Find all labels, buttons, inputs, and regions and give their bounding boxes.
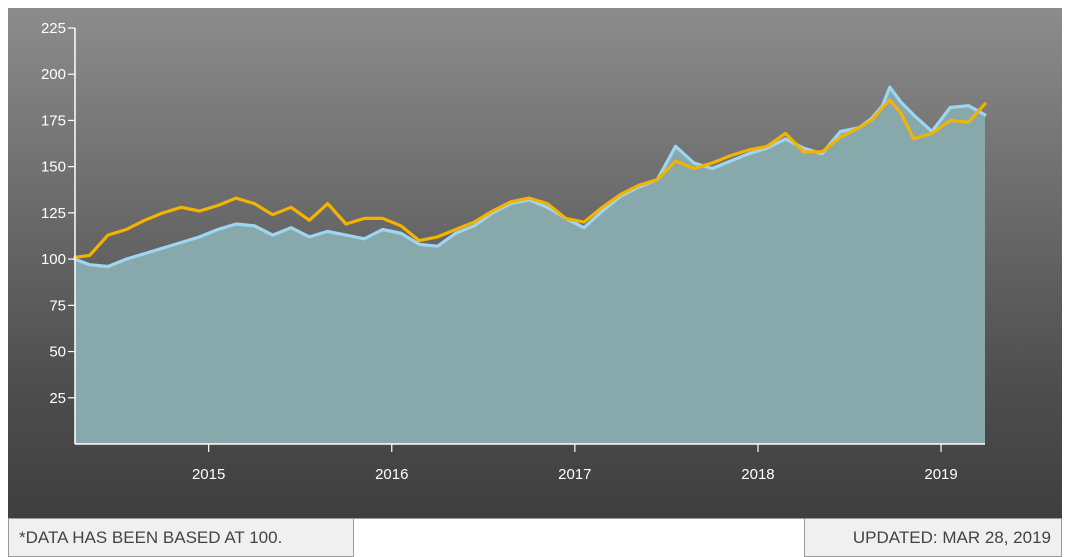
y-tick-label: 25	[49, 390, 66, 407]
y-tick-label: 175	[41, 112, 66, 129]
footer-spacer	[354, 518, 804, 557]
data-base-footnote: *DATA HAS BEEN BASED AT 100.	[8, 518, 354, 557]
y-tick-label: 225	[41, 20, 66, 37]
y-tick-label: 200	[41, 66, 66, 83]
x-tick-label: 2016	[375, 466, 408, 483]
x-tick-label: 2017	[558, 466, 591, 483]
x-tick-label: 2019	[924, 466, 957, 483]
x-tick-label: 2015	[192, 466, 225, 483]
y-tick-label: 150	[41, 159, 66, 176]
y-tick-label: 75	[49, 297, 66, 314]
updated-date: UPDATED: MAR 28, 2019	[804, 518, 1062, 557]
x-tick-label: 2018	[741, 466, 774, 483]
y-tick-label: 125	[41, 205, 66, 222]
series-line-2	[73, 98, 987, 259]
line-chart: 25 50 75 100 125 150 175 200 225 2015 2016 2017 201…	[41, 20, 987, 483]
series-area-fill	[75, 87, 985, 444]
y-tick-label: 50	[49, 344, 66, 361]
y-tick-label: 100	[41, 251, 66, 268]
chart-panel: 25 50 75 100 125 150 175 200 225 2015 2016 2017 201…	[8, 8, 1062, 518]
